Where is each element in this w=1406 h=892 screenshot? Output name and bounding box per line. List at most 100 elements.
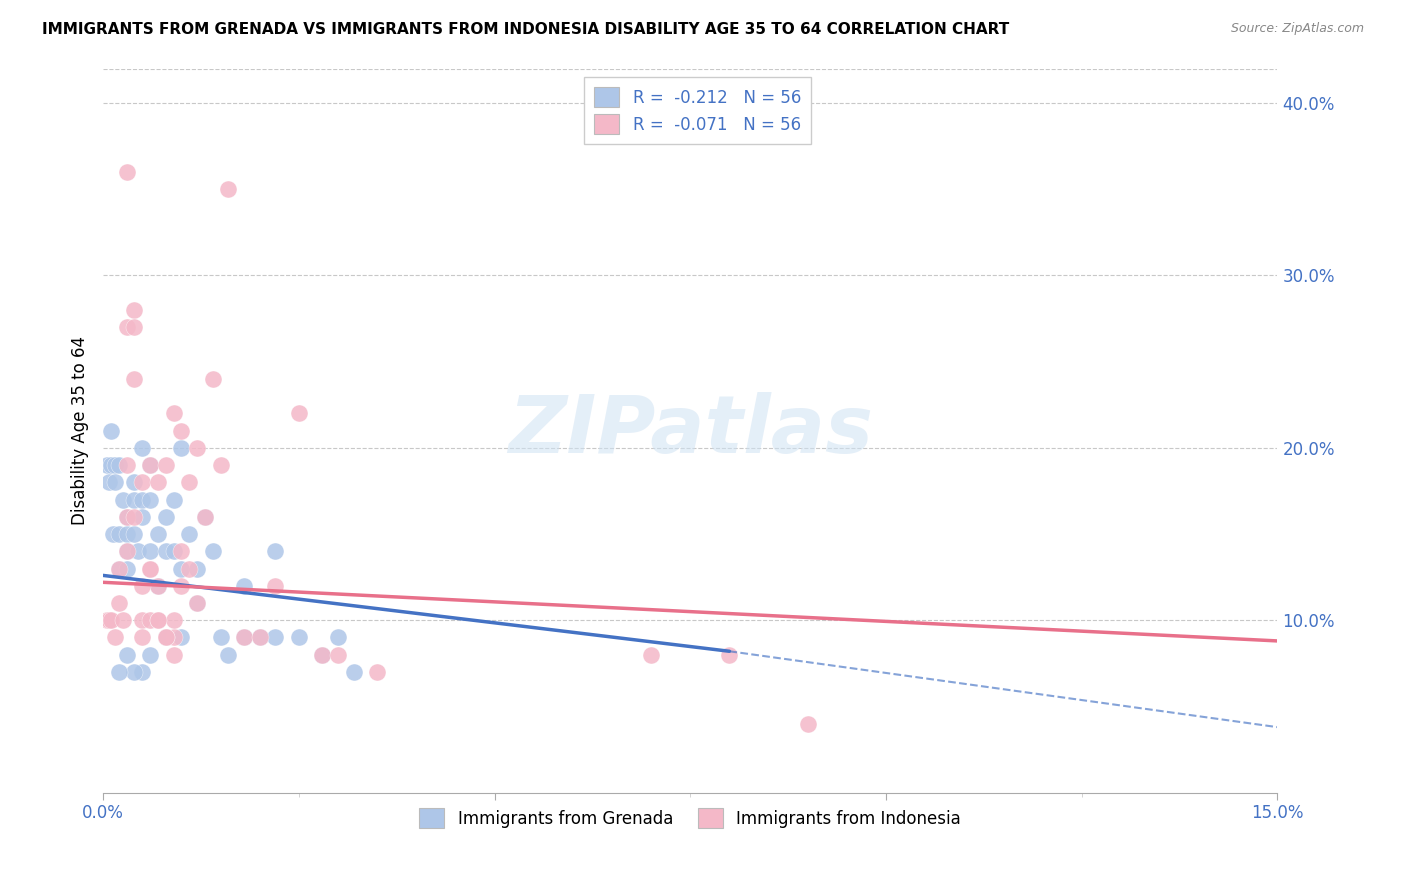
Point: [170, 579, 193, 593]
Point: [131, 631, 153, 645]
Point: [115, 458, 138, 472]
Point: [104, 475, 127, 490]
Point: [311, 648, 333, 662]
Point: [115, 509, 138, 524]
Point: [124, 492, 146, 507]
Point: [115, 165, 138, 179]
Point: [155, 509, 177, 524]
Point: [115, 648, 138, 662]
Point: [217, 648, 239, 662]
Point: [131, 475, 153, 490]
Point: [326, 648, 349, 662]
Legend: Immigrants from Grenada, Immigrants from Indonesia: Immigrants from Grenada, Immigrants from…: [413, 801, 967, 835]
Point: [209, 631, 232, 645]
Point: [194, 509, 217, 524]
Point: [124, 302, 146, 317]
Point: [233, 631, 256, 645]
Point: [249, 631, 271, 645]
Point: [217, 182, 239, 196]
Point: [101, 527, 124, 541]
Point: [127, 544, 149, 558]
Point: [640, 648, 662, 662]
Point: [107, 458, 129, 472]
Point: [194, 509, 217, 524]
Point: [131, 579, 153, 593]
Point: [115, 320, 138, 334]
Point: [100, 424, 122, 438]
Point: [155, 544, 177, 558]
Point: [146, 579, 169, 593]
Y-axis label: Disability Age 35 to 64: Disability Age 35 to 64: [72, 336, 89, 525]
Point: [201, 372, 224, 386]
Point: [796, 716, 818, 731]
Point: [162, 648, 184, 662]
Point: [124, 665, 146, 679]
Point: [124, 475, 146, 490]
Point: [107, 561, 129, 575]
Point: [343, 665, 366, 679]
Point: [233, 579, 256, 593]
Point: [131, 441, 153, 455]
Point: [264, 579, 287, 593]
Text: IMMIGRANTS FROM GRENADA VS IMMIGRANTS FROM INDONESIA DISABILITY AGE 35 TO 64 COR: IMMIGRANTS FROM GRENADA VS IMMIGRANTS FR…: [42, 22, 1010, 37]
Point: [115, 527, 138, 541]
Point: [139, 544, 162, 558]
Point: [124, 527, 146, 541]
Point: [311, 648, 333, 662]
Point: [115, 544, 138, 558]
Point: [186, 596, 208, 610]
Text: ZIPatlas: ZIPatlas: [508, 392, 873, 469]
Point: [100, 613, 122, 627]
Point: [288, 631, 311, 645]
Point: [115, 561, 138, 575]
Point: [170, 441, 193, 455]
Point: [146, 613, 169, 627]
Point: [111, 492, 134, 507]
Point: [146, 475, 169, 490]
Point: [139, 458, 162, 472]
Point: [139, 613, 162, 627]
Point: [146, 527, 169, 541]
Point: [107, 561, 129, 575]
Point: [170, 631, 193, 645]
Point: [100, 458, 122, 472]
Point: [155, 631, 177, 645]
Point: [186, 561, 208, 575]
Point: [162, 544, 184, 558]
Point: [155, 458, 177, 472]
Point: [115, 509, 138, 524]
Point: [131, 613, 153, 627]
Point: [124, 372, 146, 386]
Text: Source: ZipAtlas.com: Source: ZipAtlas.com: [1230, 22, 1364, 36]
Point: [326, 631, 349, 645]
Point: [718, 648, 741, 662]
Point: [162, 492, 184, 507]
Point: [131, 492, 153, 507]
Point: [107, 527, 129, 541]
Point: [209, 458, 232, 472]
Point: [233, 631, 256, 645]
Point: [98, 475, 121, 490]
Point: [201, 544, 224, 558]
Point: [139, 492, 162, 507]
Point: [264, 631, 287, 645]
Point: [98, 613, 121, 627]
Point: [139, 458, 162, 472]
Point: [288, 406, 311, 420]
Point: [186, 596, 208, 610]
Point: [139, 561, 162, 575]
Point: [170, 561, 193, 575]
Point: [96, 613, 118, 627]
Point: [146, 613, 169, 627]
Point: [139, 648, 162, 662]
Point: [111, 613, 134, 627]
Point: [115, 544, 138, 558]
Point: [124, 320, 146, 334]
Point: [170, 544, 193, 558]
Point: [107, 665, 129, 679]
Point: [264, 544, 287, 558]
Point: [155, 631, 177, 645]
Point: [131, 509, 153, 524]
Point: [124, 509, 146, 524]
Point: [107, 596, 129, 610]
